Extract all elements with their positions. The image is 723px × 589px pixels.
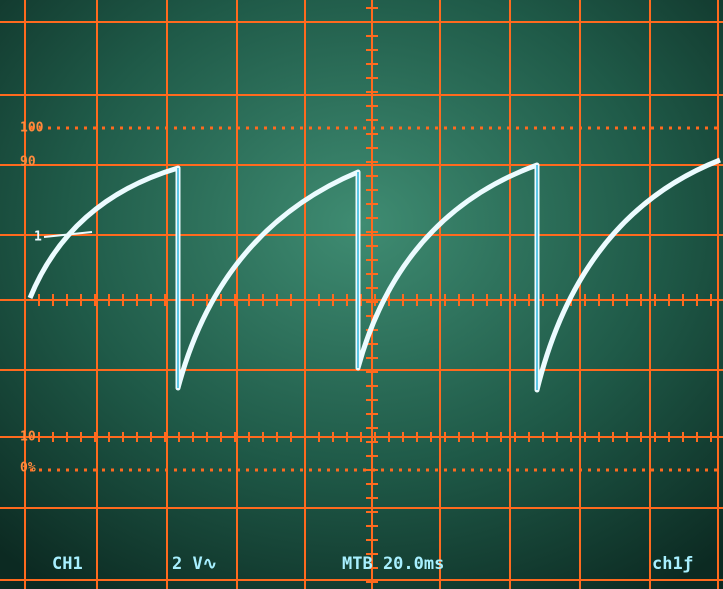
oscilloscope-screen: 100 90 1 10 0% CH1 2 V∿ MTB 20.0ms ch1ƒ — [0, 0, 723, 589]
marker-label: 1 — [34, 230, 42, 245]
marker-label: 0% — [20, 461, 36, 476]
status-text: MTB 20.0ms — [342, 554, 444, 574]
status-text: CH1 — [52, 554, 83, 574]
marker-label: 90 — [20, 155, 36, 170]
status-text: 2 V∿ — [172, 554, 217, 574]
marker-label: 10 — [20, 430, 36, 445]
marker-label: 100 — [20, 121, 44, 136]
page: 100 90 1 10 0% CH1 2 V∿ MTB 20.0ms ch1ƒ … — [0, 0, 723, 589]
status-text: ch1ƒ — [652, 554, 693, 574]
